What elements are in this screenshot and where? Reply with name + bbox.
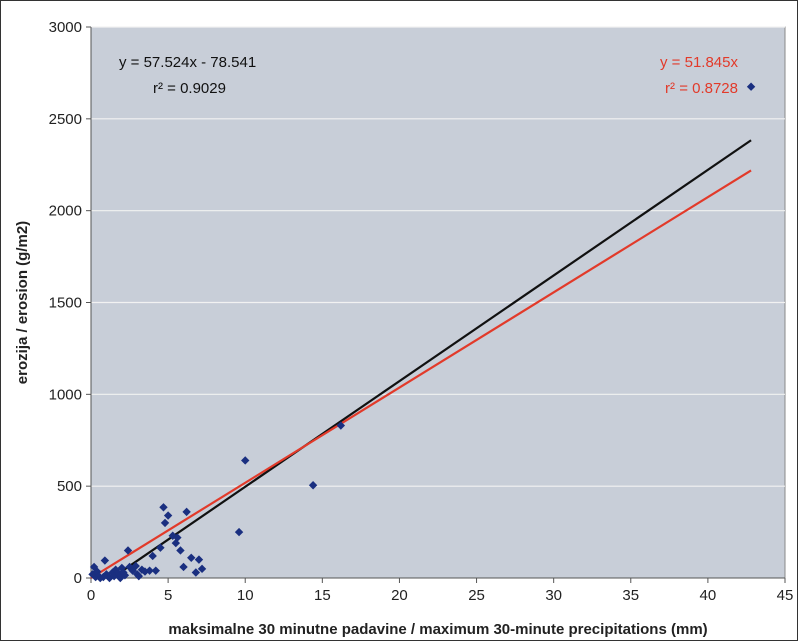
data-point bbox=[179, 562, 188, 572]
data-point bbox=[120, 571, 130, 580]
data-point bbox=[234, 527, 244, 537]
data-point bbox=[125, 562, 134, 572]
x-tick-label: 0 bbox=[87, 587, 95, 604]
trendline-1-r2: r² = 0.9029 bbox=[153, 80, 226, 97]
y-tick-label: 1500 bbox=[49, 295, 82, 312]
x-tick-label: 15 bbox=[314, 587, 331, 604]
y-tick-label: 500 bbox=[57, 478, 82, 495]
data-point bbox=[145, 566, 154, 575]
y-tick-label: 2500 bbox=[49, 111, 82, 128]
data-point bbox=[131, 561, 140, 571]
x-tick-labels: 0 5 10 15 20 25 30 35 40 45 bbox=[87, 578, 794, 604]
y-tick-label: 2000 bbox=[49, 203, 82, 220]
x-tick-label: 45 bbox=[777, 587, 794, 604]
x-tick-label: 25 bbox=[468, 587, 485, 604]
data-point bbox=[336, 421, 346, 430]
data-point bbox=[148, 551, 157, 561]
data-point bbox=[173, 533, 182, 542]
x-tick-label: 40 bbox=[700, 587, 717, 604]
x-tick-label: 20 bbox=[391, 587, 408, 604]
trendline-1 bbox=[113, 139, 752, 578]
gridlines bbox=[91, 26, 785, 487]
y-tick-label: 1000 bbox=[49, 386, 82, 403]
data-point bbox=[123, 546, 133, 555]
data-point bbox=[156, 543, 165, 552]
data-point bbox=[159, 503, 168, 512]
trendline-1-equation: y = 57.524x - 78.541 bbox=[119, 54, 256, 71]
x-tick-label: 35 bbox=[622, 587, 639, 604]
x-tick-label: 10 bbox=[237, 587, 254, 604]
y-tick-labels: 0 500 1000 1500 2000 2500 3000 bbox=[49, 19, 91, 587]
x-tick-label: 5 bbox=[164, 587, 172, 604]
y-tick-label: 0 bbox=[74, 570, 82, 587]
data-point bbox=[160, 518, 170, 528]
x-tick-label: 30 bbox=[545, 587, 562, 604]
data-point bbox=[176, 546, 185, 555]
data-point bbox=[134, 571, 144, 581]
y-axis-label: erozija / erosion (g/m2) bbox=[14, 221, 31, 384]
data-point bbox=[187, 553, 196, 562]
trendline-2-equation: y = 51.845x bbox=[660, 54, 738, 71]
data-point bbox=[194, 555, 204, 564]
data-point bbox=[308, 481, 318, 490]
data-point bbox=[197, 564, 207, 574]
data-points bbox=[88, 82, 756, 583]
trendlines bbox=[90, 139, 752, 579]
data-point bbox=[171, 538, 181, 548]
data-point bbox=[182, 507, 191, 517]
x-axis-label: maksimalne 30 minutne padavine / maximum… bbox=[168, 621, 707, 638]
trendline-2-r2: r² = 0.8728 bbox=[665, 80, 738, 97]
data-point bbox=[100, 556, 110, 565]
data-point bbox=[151, 566, 160, 575]
data-point bbox=[163, 511, 173, 520]
y-tick-label: 3000 bbox=[49, 19, 82, 36]
data-point bbox=[168, 531, 177, 540]
data-point bbox=[241, 456, 250, 465]
data-point bbox=[746, 82, 756, 91]
data-point bbox=[89, 562, 99, 572]
data-point bbox=[191, 568, 201, 577]
trendline-2 bbox=[90, 169, 752, 579]
